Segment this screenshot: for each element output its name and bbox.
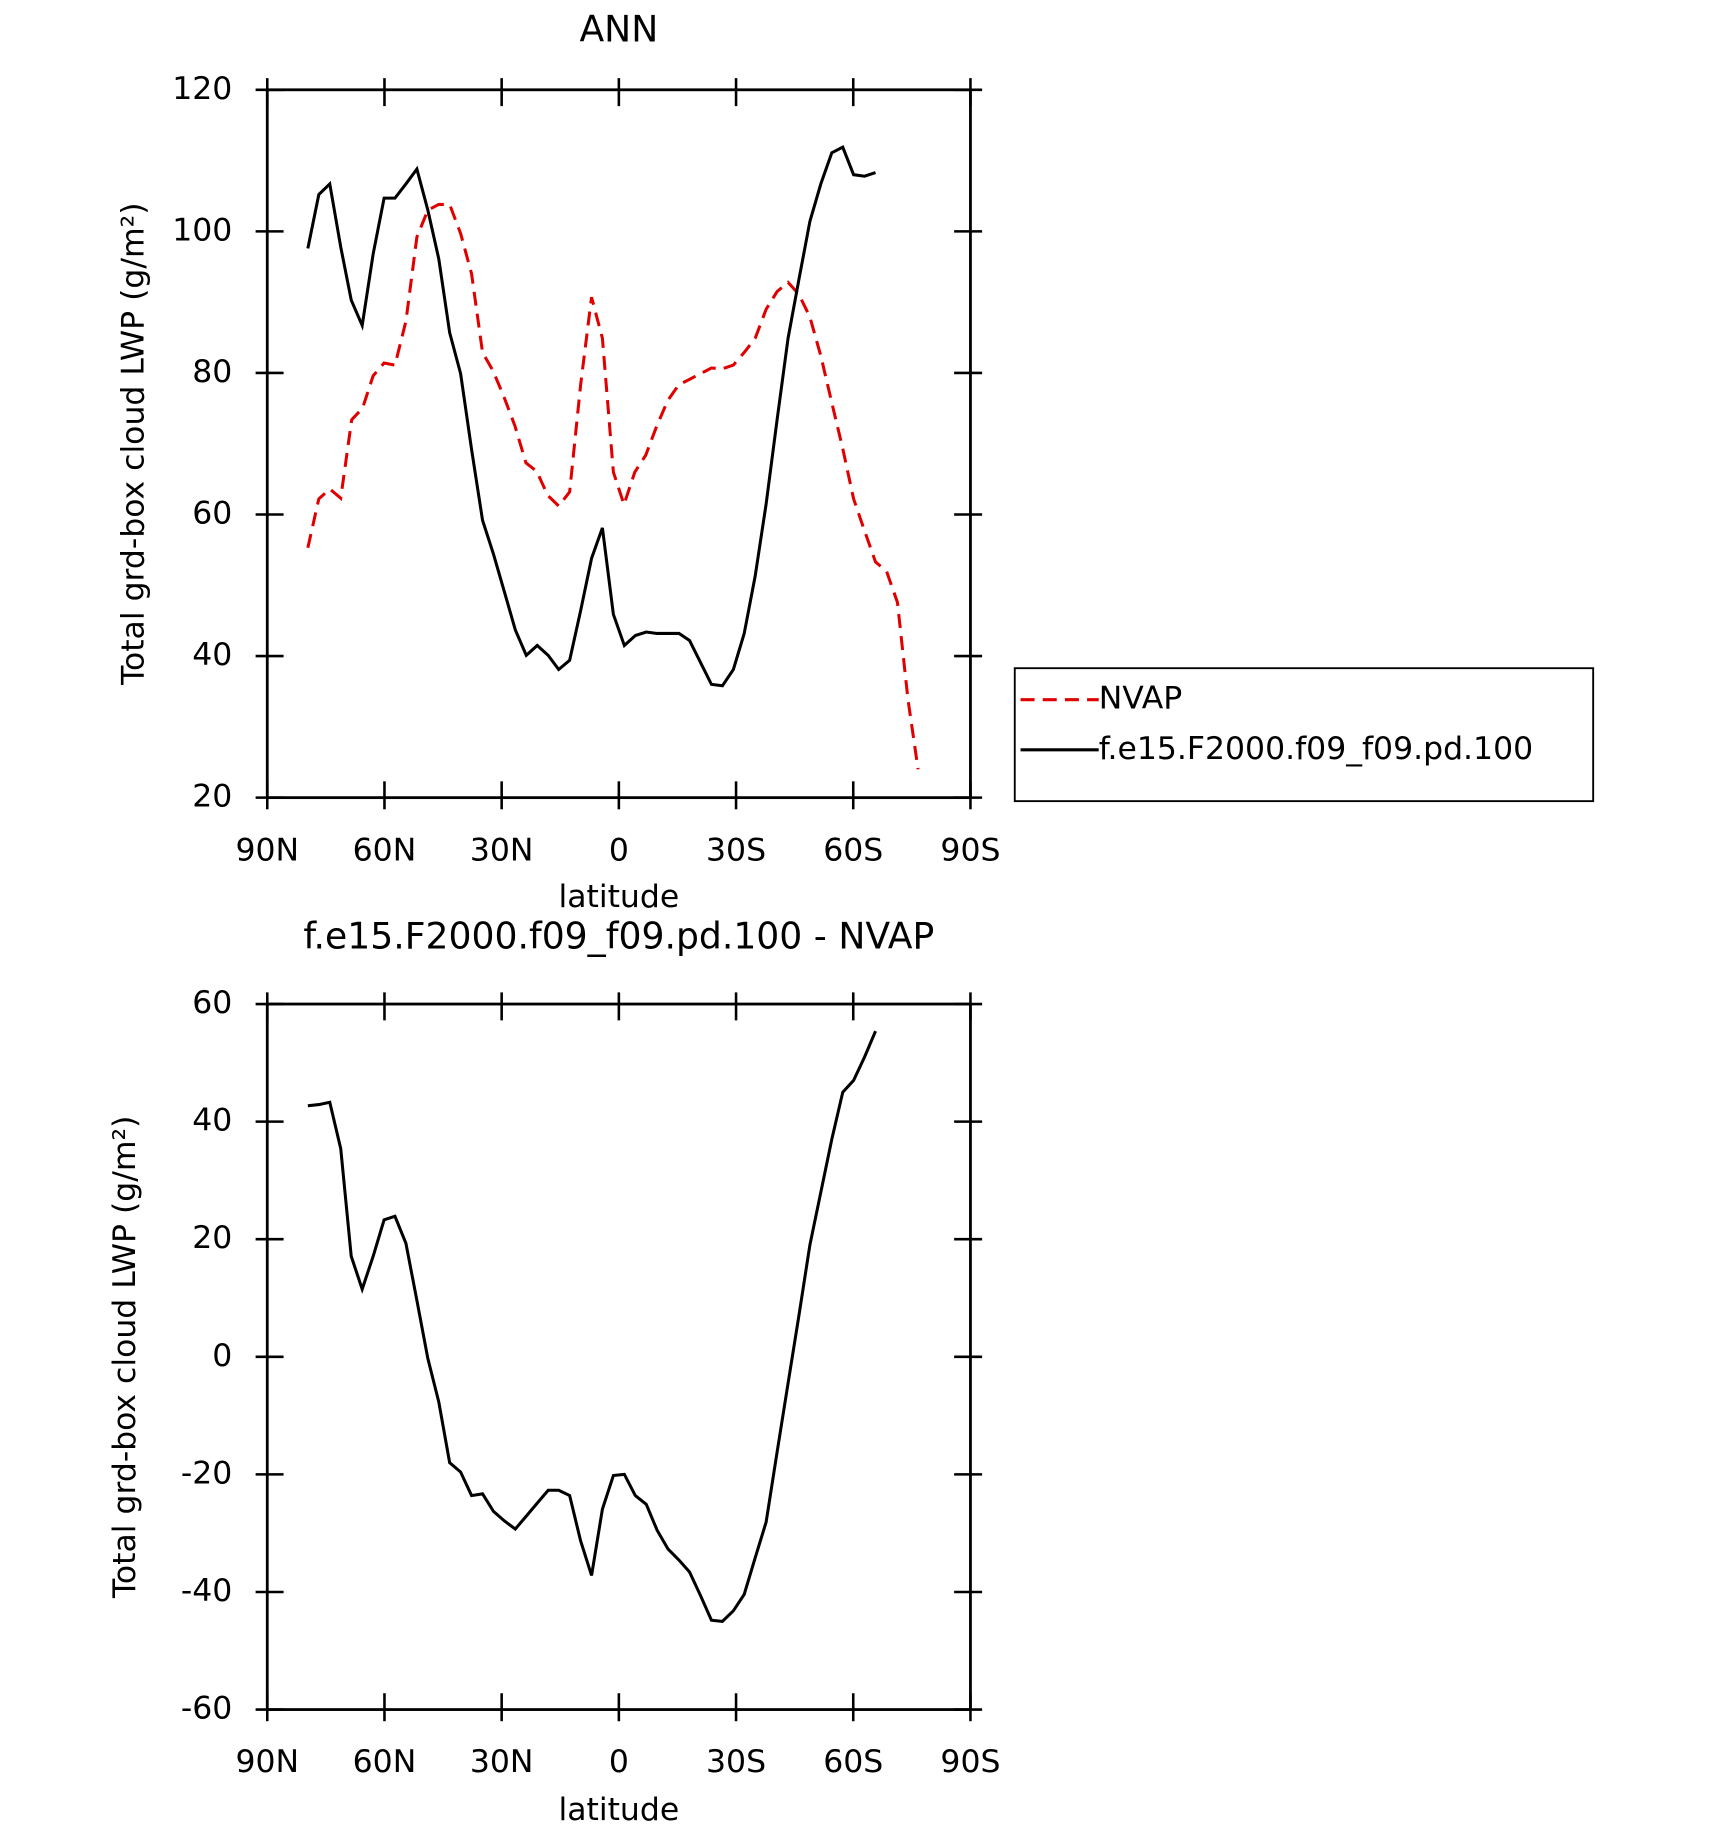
- legend-label: f.e15.F2000.f09_f09.pd.100: [1099, 731, 1533, 767]
- chart-title: ANN: [579, 7, 658, 50]
- x-tick-label: 90S: [940, 832, 1000, 868]
- x-tick-label: 30S: [706, 832, 766, 868]
- x-tick-label: 30N: [470, 1744, 534, 1780]
- x-tick-label: 60N: [353, 832, 417, 868]
- y-tick-label: -40: [181, 1573, 232, 1609]
- plot-frame: [265, 88, 972, 800]
- y-tick-label: -60: [181, 1691, 232, 1727]
- x-tick-label: 30S: [706, 1744, 766, 1780]
- x-tick-label: 30N: [470, 832, 534, 868]
- y-tick-label: 60: [192, 985, 232, 1021]
- y-axis-label: Total grd-box cloud LWP (g/m²): [107, 1116, 143, 1599]
- data-line: [307, 1030, 877, 1623]
- y-tick-label: 40: [192, 637, 232, 673]
- x-tick-label: 90N: [235, 832, 299, 868]
- x-tick-label: 60S: [823, 1744, 883, 1780]
- x-tick-label: 0: [609, 832, 629, 868]
- x-tick-label: 60S: [823, 832, 883, 868]
- y-tick-label: 20: [192, 1220, 232, 1256]
- y-tick-label: 40: [192, 1103, 232, 1139]
- y-axis-label: Total grd-box cloud LWP (g/m²): [115, 202, 151, 685]
- x-tick-label: 0: [609, 1744, 629, 1780]
- x-axis-label: latitude: [558, 879, 679, 915]
- y-tick-label: 20: [192, 779, 232, 815]
- y-tick-label: 120: [172, 71, 232, 107]
- chart-title: f.e15.F2000.f09_f09.pd.100 - NVAP: [303, 915, 934, 958]
- x-tick-label: 60N: [353, 1744, 417, 1780]
- plot-frame: [265, 1002, 972, 1711]
- x-tick-label: 90N: [235, 1744, 299, 1780]
- y-tick-label: 80: [192, 354, 232, 390]
- y-tick-label: 0: [212, 1338, 232, 1374]
- x-axis-label: latitude: [558, 1792, 679, 1828]
- x-tick-label: 90S: [940, 1744, 1000, 1780]
- data-line: [306, 145, 876, 688]
- data-line: [306, 202, 920, 770]
- y-tick-label: 60: [192, 496, 232, 532]
- legend-label: NVAP: [1099, 681, 1183, 717]
- y-tick-label: 100: [172, 212, 232, 248]
- legend-box: [1013, 667, 1595, 803]
- y-tick-label: -20: [181, 1455, 232, 1491]
